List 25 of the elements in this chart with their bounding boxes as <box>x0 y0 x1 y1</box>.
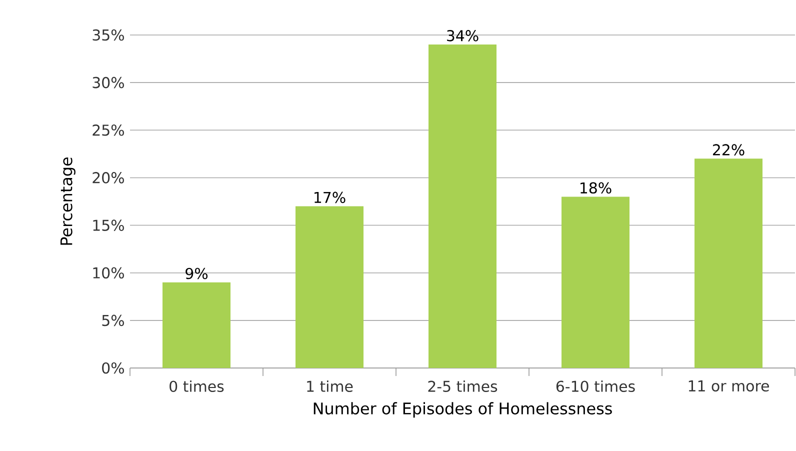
y-tick-label: 30% <box>92 76 124 88</box>
bar <box>296 206 364 368</box>
data-label: 34% <box>447 30 478 42</box>
x-tick-label: 6-10 times <box>556 380 635 392</box>
data-label: 22% <box>712 144 744 156</box>
y-tick-label: 5% <box>102 314 124 326</box>
y-tick-label: 10% <box>93 267 124 279</box>
bar <box>694 158 763 368</box>
x-tick-label: 1 time <box>307 380 353 392</box>
x-tick-label: 11 or more <box>688 380 769 392</box>
data-label: 18% <box>580 182 612 194</box>
y-tick-label: 25% <box>92 124 124 136</box>
x-axis-title: Number of Episodes of Homelessness <box>314 402 612 418</box>
data-label: 17% <box>314 192 346 204</box>
y-axis-title: Percentage <box>60 158 76 245</box>
y-tick-label: 35% <box>92 29 124 41</box>
bar <box>162 282 230 368</box>
x-tick-label: 2-5 times <box>428 380 498 392</box>
bar <box>562 196 630 368</box>
y-tick-label: 20% <box>92 172 124 184</box>
data-label: 9% <box>186 268 208 280</box>
bar <box>428 44 497 368</box>
x-tick-label: 0 times <box>170 380 224 392</box>
y-tick-label: 0% <box>102 362 124 374</box>
y-tick-label: 15% <box>93 220 124 231</box>
